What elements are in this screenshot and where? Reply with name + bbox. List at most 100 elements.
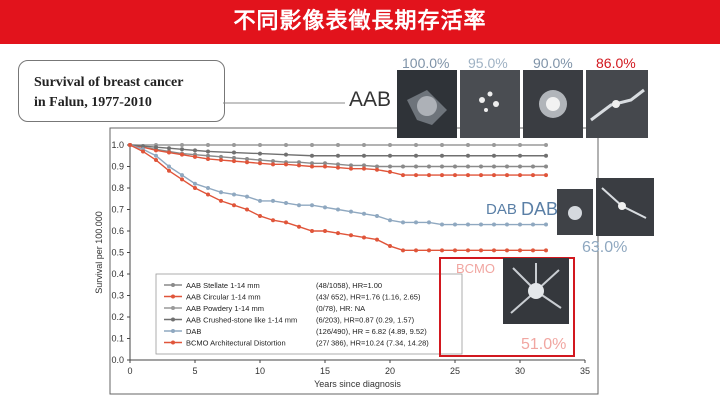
series-1-point <box>440 173 444 178</box>
series-4-point <box>167 164 171 169</box>
series-2-point <box>492 143 496 147</box>
series-2-point <box>440 143 444 147</box>
aab-pct-3: 90.0% <box>533 55 573 71</box>
y-tick-label: 0.6 <box>111 226 124 236</box>
legend-entry-stats: (27/ 386), HR=10.24 (7.34, 14.28) <box>316 339 429 348</box>
dab-label-1: DAB <box>486 201 517 218</box>
series-1-point <box>518 173 522 178</box>
series-4-point <box>401 220 405 225</box>
series-2-point <box>466 143 470 147</box>
legend-swatch-marker <box>171 329 175 333</box>
series-3-point <box>414 153 418 158</box>
series-1-point <box>453 173 457 178</box>
banner-title: 不同影像表徵長期存活率 <box>0 0 720 44</box>
legend-entry-name: AAB Powdery 1-14 mm <box>186 304 264 313</box>
series-3-point <box>310 153 314 158</box>
series-3-point <box>362 153 366 158</box>
aab-pct-2: 95.0% <box>468 55 508 71</box>
series-4-point <box>440 222 444 227</box>
x-tick-label: 10 <box>255 366 265 376</box>
series-1-point <box>505 173 509 178</box>
bcmo-label: BCMO <box>456 261 495 276</box>
series-5-point <box>505 248 509 253</box>
figure-title-line1: Survival of breast cancer <box>34 75 184 90</box>
series-5-point <box>206 192 210 197</box>
series-0-point <box>271 159 275 164</box>
series-4-point <box>271 198 275 203</box>
series-5-point <box>284 220 288 225</box>
series-5-point <box>453 248 457 253</box>
series-2-point <box>232 143 236 147</box>
series-1-point <box>167 150 171 155</box>
series-0-point <box>492 164 496 169</box>
series-5-point <box>323 229 327 233</box>
series-4-point <box>349 209 353 214</box>
series-3-point <box>440 153 444 158</box>
series-0-point <box>232 155 236 160</box>
series-0-point <box>219 154 223 159</box>
x-tick-label: 25 <box>450 366 460 376</box>
series-1-point <box>323 164 327 169</box>
series-0-point <box>427 164 431 169</box>
series-1-point <box>427 173 431 178</box>
series-5-point <box>388 244 392 249</box>
y-tick-label: 0.2 <box>111 312 124 322</box>
axes: 0 5 10 15 20 25 30 35 0.0 0.1 0.2 0.3 0.4 0.5 0.6 0.7 0.… <box>94 140 590 389</box>
series-0-point <box>258 158 262 163</box>
series-2-point <box>544 143 548 147</box>
legend-entry-name: AAB Crushed-stone like 1-14 mm <box>186 316 297 325</box>
series-5-point <box>349 233 353 238</box>
series-0-point <box>401 164 405 169</box>
figure-title-line2: in Falun, 1977-2010 <box>34 95 152 110</box>
series-1-point <box>401 173 405 178</box>
x-axis-label: Years since diagnosis <box>314 379 401 389</box>
legend-entry-stats: (6/203), HR=0.87 (0.29, 1.57) <box>316 316 415 325</box>
series-1-point <box>414 173 418 178</box>
dab-label-2: DAB <box>521 199 559 219</box>
y-tick-label: 0.9 <box>111 162 124 172</box>
series-4-point <box>206 186 210 190</box>
series-4-point <box>284 201 288 206</box>
y-tick-label: 0.5 <box>111 248 124 258</box>
legend-entry-name: AAB Circular 1-14 mm <box>186 293 261 302</box>
series-2-point <box>180 143 184 147</box>
series-3-point <box>284 152 288 157</box>
series-1-point <box>466 173 470 178</box>
series-4-point <box>466 222 470 227</box>
series-1-point <box>544 173 548 178</box>
series-0-point <box>388 164 392 169</box>
series-3-point <box>388 153 392 158</box>
series-0-point <box>414 164 418 169</box>
series-4-point <box>297 203 301 208</box>
legend-swatch-marker <box>171 340 175 345</box>
series-0-point <box>349 163 353 168</box>
series-1-point <box>258 161 262 166</box>
series-2-point <box>310 143 314 147</box>
series-0-point <box>310 161 314 166</box>
series-0-point <box>206 153 210 158</box>
series-3-point <box>154 145 158 150</box>
series-4-point <box>193 181 197 186</box>
series-4-point <box>232 192 236 197</box>
legend-entry-stats: (0/78), HR: NA <box>316 304 365 313</box>
series-4-point <box>219 190 223 195</box>
y-tick-label: 0.3 <box>111 291 124 301</box>
series-5-point <box>219 198 223 203</box>
series-2-point <box>206 143 210 147</box>
series-3-point <box>193 148 197 153</box>
y-tick-label: 0.0 <box>111 355 124 365</box>
series-5-point <box>232 203 236 208</box>
figure-title-box <box>18 60 225 122</box>
series-3-point <box>206 149 210 154</box>
series-0-point <box>375 164 379 169</box>
series-line-3 <box>129 144 546 157</box>
series-3-point <box>466 153 470 158</box>
series-1-point <box>479 173 483 178</box>
series-4-point <box>362 211 366 216</box>
x-tick-label: 5 <box>192 366 197 376</box>
series-5-point <box>479 248 483 253</box>
series-4-point <box>375 213 379 218</box>
aab-callout-label: AAB <box>349 88 392 111</box>
series-1-point <box>531 173 535 178</box>
legend-entry-stats: (43/ 652), HR=1.76 (1.16, 2.65) <box>316 293 421 302</box>
